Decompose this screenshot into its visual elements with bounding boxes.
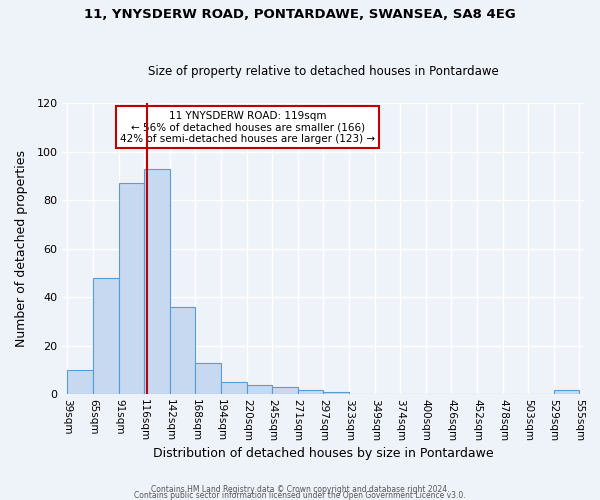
Bar <box>119 184 144 394</box>
Bar <box>554 390 580 394</box>
Title: Size of property relative to detached houses in Pontardawe: Size of property relative to detached ho… <box>148 66 499 78</box>
Bar <box>144 169 170 394</box>
Text: 11, YNYSDERW ROAD, PONTARDAWE, SWANSEA, SA8 4EG: 11, YNYSDERW ROAD, PONTARDAWE, SWANSEA, … <box>84 8 516 20</box>
Bar <box>298 390 323 394</box>
Text: 11 YNYSDERW ROAD: 119sqm
← 56% of detached houses are smaller (166)
42% of semi-: 11 YNYSDERW ROAD: 119sqm ← 56% of detach… <box>120 110 375 144</box>
Bar <box>67 370 93 394</box>
Bar <box>247 385 272 394</box>
X-axis label: Distribution of detached houses by size in Pontardawe: Distribution of detached houses by size … <box>153 447 494 460</box>
Bar <box>272 387 298 394</box>
Bar <box>221 382 247 394</box>
Text: Contains public sector information licensed under the Open Government Licence v3: Contains public sector information licen… <box>134 490 466 500</box>
Bar <box>170 307 196 394</box>
Bar <box>93 278 119 394</box>
Y-axis label: Number of detached properties: Number of detached properties <box>15 150 28 348</box>
Bar <box>196 363 221 394</box>
Text: Contains HM Land Registry data © Crown copyright and database right 2024.: Contains HM Land Registry data © Crown c… <box>151 485 449 494</box>
Bar <box>323 392 349 394</box>
